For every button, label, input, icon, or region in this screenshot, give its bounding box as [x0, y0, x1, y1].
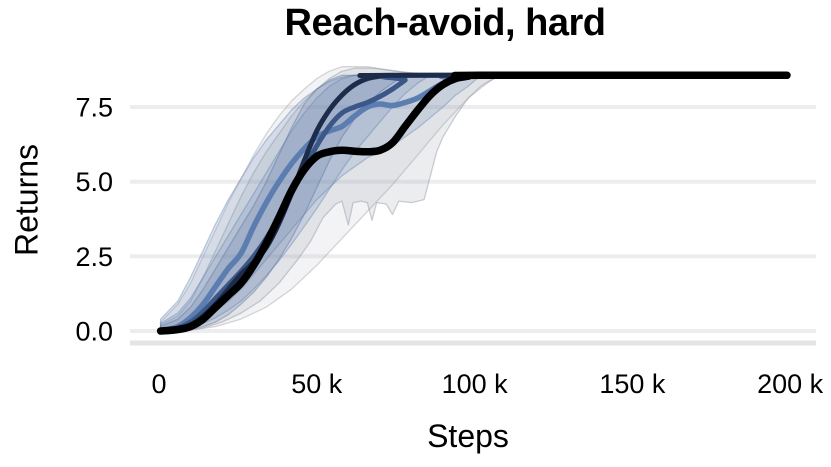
- y-tick-label-2.5: 2.5: [75, 242, 113, 272]
- x-axis-label: Steps: [427, 418, 509, 454]
- x-tick-label-100 k: 100 k: [442, 369, 509, 399]
- chart-title: Reach-avoid, hard: [284, 2, 606, 44]
- x-tick-label-200 k: 200 k: [757, 369, 824, 399]
- y-tick-label-0.0: 0.0: [75, 317, 113, 347]
- ci-band-medium-blue: [159, 74, 482, 332]
- y-tick-label-5.0: 5.0: [75, 167, 113, 197]
- x-tick-label-0: 0: [151, 369, 166, 399]
- series-line-black: [156, 71, 791, 335]
- y-tick-label-7.5: 7.5: [75, 93, 113, 123]
- x-tick-label-150 k: 150 k: [599, 369, 666, 399]
- x-tick-label-50 k: 50 k: [291, 369, 343, 399]
